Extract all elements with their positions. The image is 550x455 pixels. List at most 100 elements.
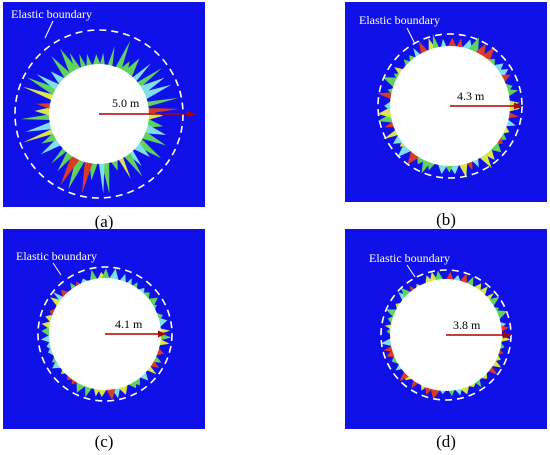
plastic-zone-spike (98, 162, 105, 194)
plastic-zone-spike (395, 364, 403, 371)
plastic-zone-spike (123, 152, 143, 177)
plastic-zone-spike (504, 83, 513, 93)
plastic-zone-spike (40, 138, 62, 155)
plastic-zone-spike (432, 34, 440, 50)
elastic-boundary-label: Elastic boundary (359, 13, 440, 27)
elastic-boundary-label: Elastic boundary (369, 251, 450, 265)
plastic-zone-spike (141, 131, 166, 146)
plastic-zone-spike (147, 108, 180, 114)
plastic-zone-spike (86, 53, 93, 67)
plastic-zone-spike (448, 389, 455, 397)
plastic-zone-spike (152, 355, 162, 363)
plastic-zone-diagram-a: 5.0 m Elastic boundary (3, 2, 205, 207)
plastic-zone-spike (61, 289, 70, 299)
plastic-zone-spike (97, 388, 107, 397)
plastic-zone-spike (491, 359, 502, 368)
plastic-zone-spike (36, 74, 60, 91)
plastic-zone-spike (394, 67, 404, 76)
plastic-zone-spike (398, 292, 408, 302)
plastic-zone-spike (22, 86, 54, 101)
plastic-zone-a (20, 40, 180, 194)
plastic-zone-spike (85, 385, 93, 398)
plastic-zone-spike (142, 84, 172, 100)
plastic-zone-spike (144, 124, 167, 135)
plastic-zone-spike (136, 138, 162, 159)
radius-label: 3.8 m (453, 318, 481, 332)
plastic-zone-spike (397, 143, 412, 158)
plastic-zone-spike (474, 378, 482, 388)
plastic-zone-spike (27, 77, 58, 96)
panel-b: 4.3 m Elastic boundary (b) (345, 2, 547, 234)
plastic-zone-spike (34, 107, 51, 116)
plastic-zone-spike (139, 77, 165, 95)
label-leader-line (52, 262, 62, 276)
plastic-zone-spike (384, 121, 395, 128)
plastic-zone-spike (496, 69, 509, 80)
plastic-zone-spike (126, 278, 132, 286)
radius-arrow-head (158, 330, 166, 338)
radius-label: 4.3 m (457, 89, 485, 103)
plastic-zone-spike (393, 134, 404, 144)
plastic-zone-spike (25, 121, 53, 132)
plastic-zone-spike (409, 285, 416, 293)
plastic-zone-spike (90, 269, 98, 282)
simulation-plot-d: 3.8 m Elastic boundary (345, 229, 547, 429)
caption-b: (b) (436, 210, 456, 229)
label-leader-line (406, 264, 416, 278)
plastic-zone-spike (51, 56, 71, 79)
plastic-zone-spike (127, 149, 142, 166)
plastic-zone-spike (489, 141, 502, 153)
plastic-zone-spike (445, 164, 454, 173)
radius-arrow-head (187, 110, 195, 118)
plastic-zone-spike (146, 97, 179, 107)
plastic-zone-spike (110, 159, 118, 171)
plastic-zone-diagram-b: 4.3 m Elastic boundary (345, 2, 547, 202)
plastic-zone-spike (377, 106, 393, 118)
plastic-zone-spike (149, 360, 160, 368)
plastic-zone-spike (500, 74, 511, 83)
plastic-zone-spike (93, 387, 101, 397)
plastic-zone-spike (146, 118, 163, 128)
plastic-zone-spike (421, 158, 432, 174)
plastic-zone-spike (70, 282, 77, 291)
plastic-zone-spike (60, 48, 79, 75)
simulation-plot-a: 5.0 m Elastic boundary (3, 2, 205, 207)
elastic-boundary-label: Elastic boundary (16, 249, 97, 263)
plastic-zone-spike (478, 286, 488, 296)
plastic-zone-spike (68, 157, 85, 190)
plastic-zone-spike (118, 156, 131, 179)
plastic-zone-diagram-c: 4.1 m Elastic boundary (3, 229, 205, 429)
plastic-zone-spike (41, 132, 58, 144)
plastic-zone-spike (41, 321, 52, 330)
plastic-zone-spike (411, 379, 419, 389)
plastic-zone-spike (106, 388, 116, 400)
plastic-zone-spike (136, 68, 162, 88)
plastic-zone-spike (92, 54, 101, 66)
plastic-zone-spike (76, 381, 87, 393)
plastic-zone-spike (155, 347, 164, 356)
plastic-zone-spike (492, 63, 504, 74)
plastic-zone-spike (69, 52, 81, 72)
plastic-zone-spike (115, 40, 131, 71)
elastic-boundary-label: Elastic boundary (11, 7, 92, 21)
simulation-plot-c: 4.1 m Elastic boundary (3, 229, 205, 429)
label-leader-line (406, 27, 416, 45)
plastic-zone-spike (430, 387, 441, 400)
plastic-zone-spike (383, 129, 399, 140)
plastic-zone-spike (139, 371, 149, 381)
plastic-zone-spike (82, 160, 93, 194)
plastic-zone-spike (99, 52, 105, 66)
plastic-zone-spike (383, 345, 394, 352)
panel-a: 5.0 m Elastic boundary (a) (3, 2, 205, 234)
plastic-zone-spike (36, 103, 52, 110)
plastic-zone-spike (41, 326, 51, 337)
plastic-zone-spike (440, 38, 447, 48)
plastic-zone-spike (500, 325, 510, 333)
caption-c: (c) (94, 432, 114, 451)
plastic-zone-spike (483, 148, 495, 160)
plastic-zone-spike (79, 53, 87, 69)
plastic-zone-spike (506, 89, 519, 97)
plastic-zone-spike (132, 63, 152, 82)
plastic-zone-spike (474, 43, 486, 58)
caption-a: (a) (94, 212, 114, 231)
